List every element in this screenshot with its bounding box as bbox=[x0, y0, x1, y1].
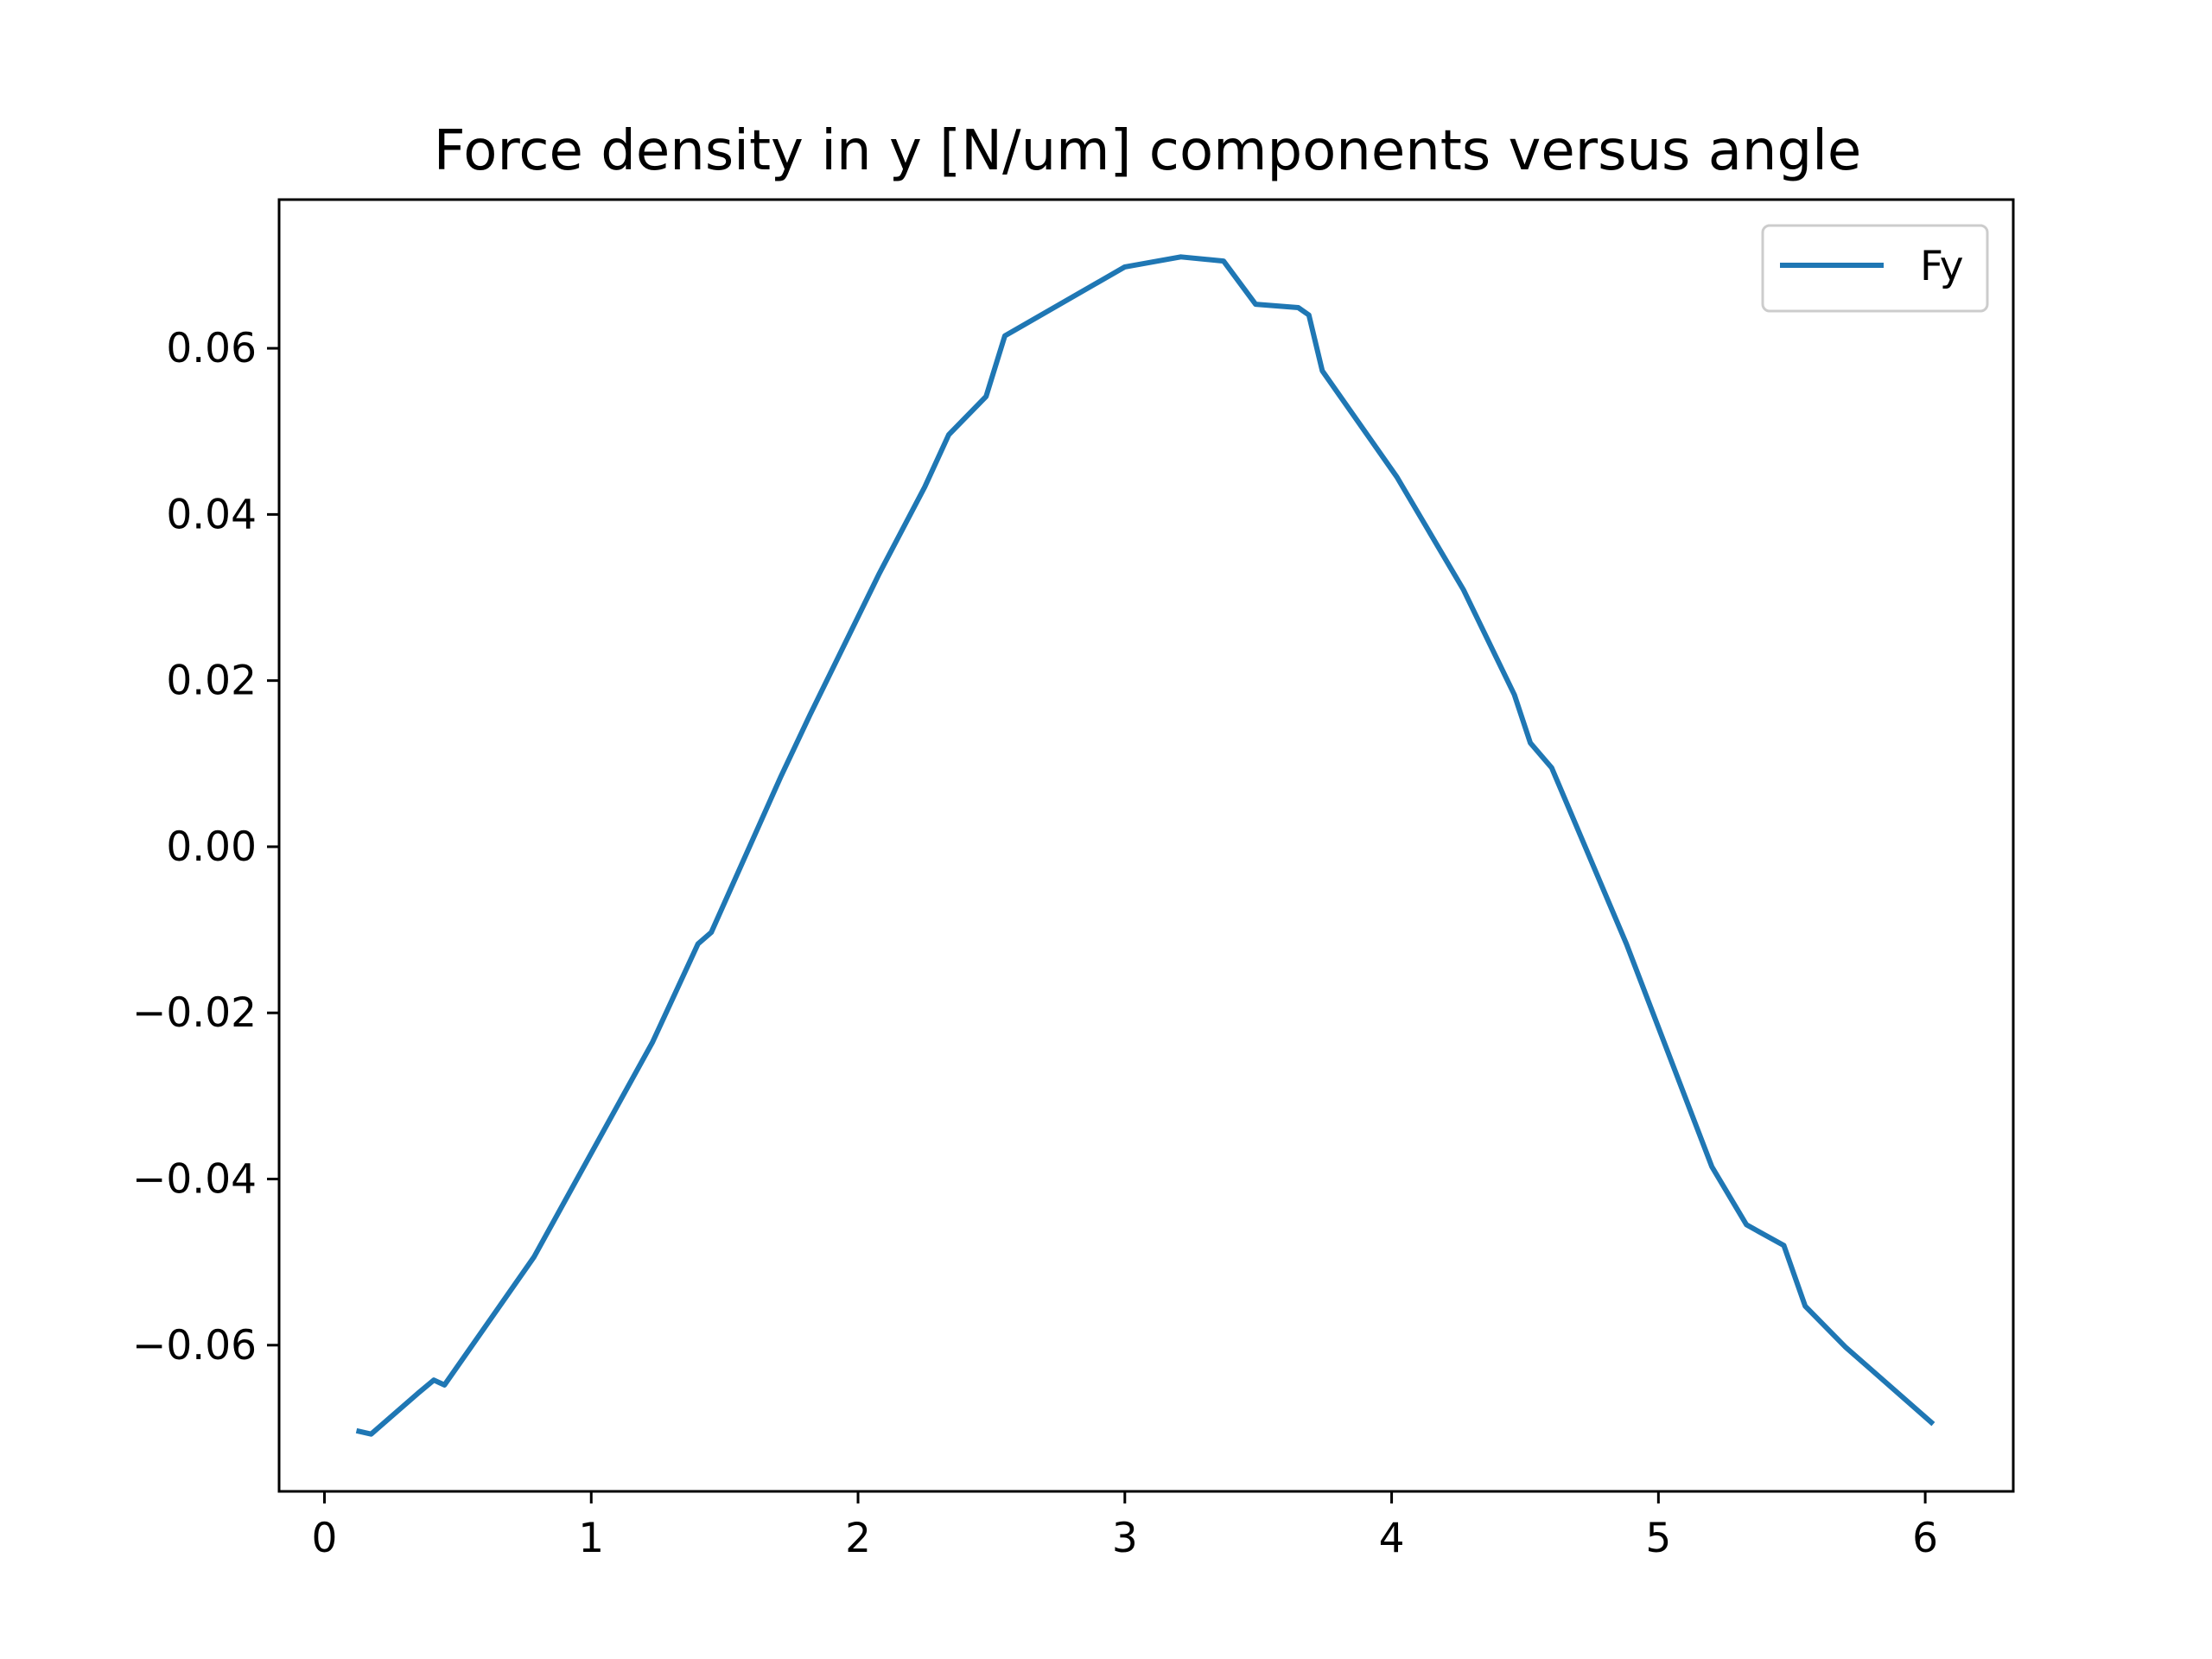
legend: Fy bbox=[1761, 224, 1989, 313]
x-tick-label: 3 bbox=[1112, 1515, 1138, 1562]
chart-title: Force density in y [N/um] components ver… bbox=[434, 119, 1862, 183]
y-tick-label: 0.04 bbox=[166, 491, 257, 538]
x-tick-label: 6 bbox=[1912, 1515, 1938, 1562]
legend-label-fy: Fy bbox=[1920, 243, 1964, 290]
x-tick-label: 0 bbox=[312, 1515, 338, 1562]
series-layer bbox=[355, 254, 1936, 1437]
plot-area bbox=[279, 200, 2013, 1491]
axes-frame bbox=[277, 198, 2015, 1493]
y-tick-label: −0.02 bbox=[132, 989, 257, 1037]
y-tick-label: −0.06 bbox=[132, 1322, 257, 1370]
x-tick-label: 5 bbox=[1645, 1515, 1671, 1562]
series-line-fy bbox=[355, 254, 1936, 1437]
legend-box bbox=[1761, 224, 1989, 313]
x-tick-label: 2 bbox=[845, 1515, 871, 1562]
y-tick-label: 0.06 bbox=[166, 325, 257, 372]
x-axis: 0 1 2 3 4 5 6 bbox=[312, 1491, 1938, 1562]
y-axis: −0.06 −0.04 −0.02 0.00 0.02 0.04 0.06 bbox=[132, 325, 279, 1370]
axes-background bbox=[279, 200, 2013, 1491]
y-tick-label: 0.00 bbox=[166, 823, 257, 871]
y-tick-label: −0.04 bbox=[132, 1156, 257, 1204]
y-tick-label: 0.02 bbox=[166, 658, 257, 705]
x-tick-label: 4 bbox=[1379, 1515, 1405, 1562]
x-tick-label: 1 bbox=[578, 1515, 604, 1562]
